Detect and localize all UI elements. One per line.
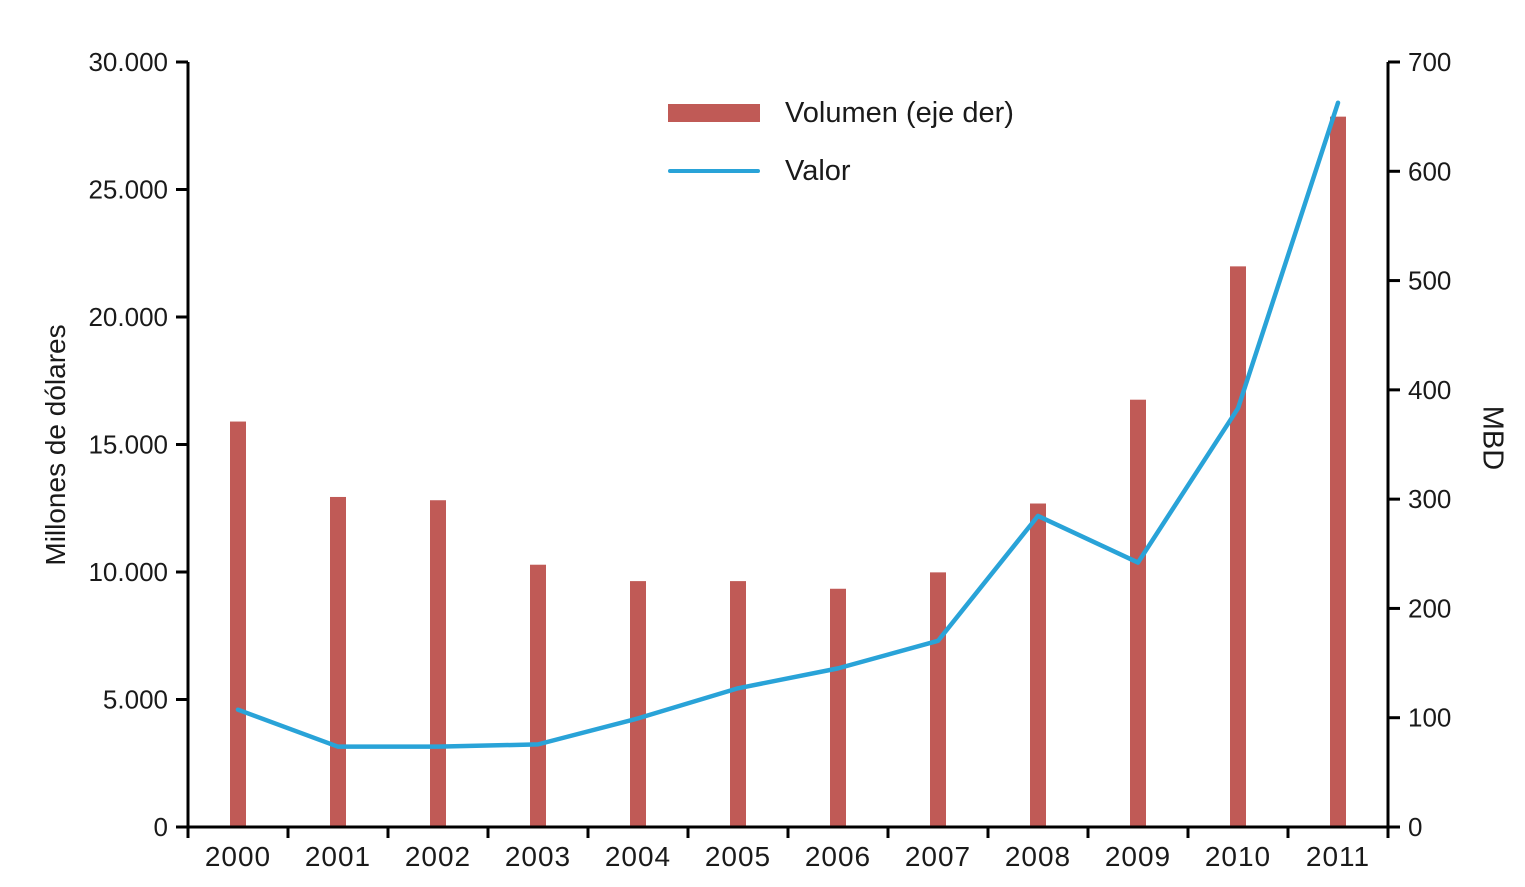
right-axis-tick-label: 500 [1408,266,1451,296]
x-axis-label-2010: 2010 [1205,841,1271,872]
x-axis-label-2005: 2005 [705,841,771,872]
bar-2001 [330,496,346,827]
bar-2000 [230,421,246,827]
right-axis-tick-label: 700 [1408,47,1451,77]
legend-item-valor: Valor [668,154,1014,187]
legend-label-volumen: Volumen (eje der) [785,96,1014,129]
right-axis-tick-label: 600 [1408,156,1451,186]
bar-2005 [730,581,746,827]
bar-2011 [1330,116,1346,827]
x-axis-label-2011: 2011 [1306,841,1370,872]
bar-2009 [1130,399,1146,827]
x-axis-label-2002: 2002 [405,841,471,872]
legend-label-valor: Valor [785,154,851,187]
legend-line-swatch-icon [668,169,760,173]
left-axis-tick-label: 0 [154,812,168,842]
left-axis-tick-label: 25.000 [88,175,168,205]
legend-item-volumen: Volumen (eje der) [668,96,1014,129]
left-axis-tick-label: 20.000 [88,302,168,332]
legend-bar-swatch-icon [668,104,760,122]
left-axis-tick-label: 30.000 [88,47,168,77]
x-axis-label-2000: 2000 [205,841,271,872]
x-axis-label-2006: 2006 [805,841,871,872]
chart-legend: Volumen (eje der) Valor [668,96,1014,187]
bar-2008 [1030,503,1046,827]
left-axis-tick-label: 5.000 [103,685,168,715]
x-axis-label-2008: 2008 [1005,841,1071,872]
x-axis-label-2009: 2009 [1105,841,1171,872]
right-axis-tick-label: 300 [1408,484,1451,514]
right-axis-tick-label: 100 [1408,703,1451,733]
left-axis-tick-label: 15.000 [88,430,168,460]
left-axis-tick-label: 10.000 [88,557,168,587]
right-axis-tick-label: 200 [1408,593,1451,623]
bar-2004 [630,581,646,827]
bar-2003 [530,564,546,827]
bar-2007 [930,572,946,827]
bar-2002 [430,500,446,827]
right-axis-title: MBD [1476,405,1509,471]
valor-line [235,100,1341,749]
bar-2006 [830,588,846,827]
x-axis-label-2007: 2007 [905,841,971,872]
right-axis-tick-label: 400 [1408,375,1451,405]
right-axis-tick-label: 0 [1408,812,1422,842]
bar-2010 [1230,266,1246,828]
x-axis-label-2001: 2001 [305,841,371,872]
x-axis-label-2003: 2003 [505,841,571,872]
x-axis-label-2004: 2004 [605,841,671,872]
left-axis-title: Millones de dólares [40,324,71,566]
